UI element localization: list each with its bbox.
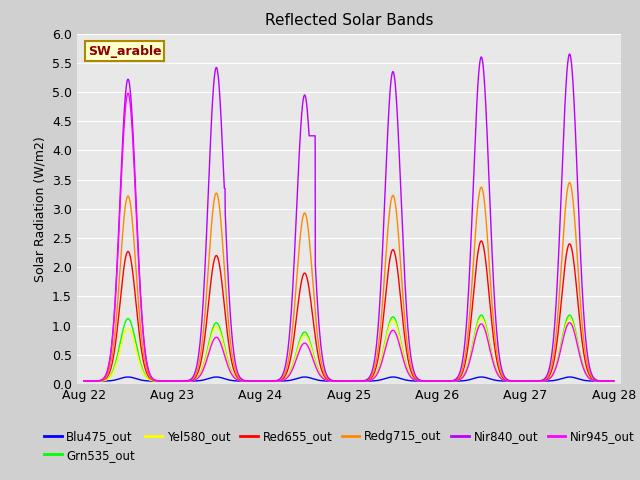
Nir840_out [306, 133, 314, 139]
Nir945_out [80, 378, 88, 384]
Redg715_out [140, 355, 148, 361]
Redg715_out [543, 375, 550, 381]
Grn535_out [172, 378, 180, 384]
Red655_out [477, 238, 485, 244]
Nir945_out [600, 378, 607, 384]
Blu475_out [124, 374, 132, 380]
Red655_out [543, 376, 550, 382]
Blu475_out [610, 378, 618, 384]
Red655_out [172, 378, 180, 384]
Yel580_out [306, 341, 314, 347]
Redg715_out [600, 378, 607, 384]
Yel580_out [284, 374, 291, 380]
Nir840_out [172, 378, 180, 384]
Line: Grn535_out: Grn535_out [84, 315, 614, 381]
Nir840_out [140, 341, 148, 347]
Grn535_out [610, 378, 618, 384]
Blu475_out [141, 378, 148, 384]
Line: Nir945_out: Nir945_out [84, 93, 614, 381]
Yel580_out [610, 378, 618, 384]
Nir840_out [600, 378, 607, 384]
Line: Yel580_out: Yel580_out [84, 318, 614, 381]
Grn535_out [140, 371, 148, 376]
Nir945_out [307, 348, 314, 354]
Red655_out [284, 369, 291, 374]
Blu475_out [543, 378, 550, 384]
Blu475_out [307, 375, 314, 381]
Redg715_out [172, 378, 180, 384]
Blu475_out [80, 378, 88, 384]
Y-axis label: Solar Radiation (W/m2): Solar Radiation (W/m2) [33, 136, 46, 282]
Yel580_out [477, 315, 485, 321]
Grn535_out [284, 374, 291, 380]
Line: Blu475_out: Blu475_out [84, 377, 614, 381]
Redg715_out [80, 378, 88, 384]
Red655_out [140, 362, 148, 368]
Yel580_out [600, 378, 607, 384]
Redg715_out [306, 244, 314, 250]
Blu475_out [284, 378, 291, 384]
Title: Reflected Solar Bands: Reflected Solar Bands [264, 13, 433, 28]
Redg715_out [566, 180, 573, 185]
Nir840_out [80, 378, 88, 384]
Nir840_out [284, 353, 291, 359]
Line: Nir840_out: Nir840_out [84, 54, 614, 381]
Nir840_out [610, 378, 618, 384]
Redg715_out [610, 378, 618, 384]
Legend: Blu475_out, Grn535_out, Yel580_out, Red655_out, Redg715_out, Nir840_out, Nir945_: Blu475_out, Grn535_out, Yel580_out, Red6… [39, 425, 639, 466]
Nir945_out [141, 344, 148, 350]
Red655_out [306, 292, 314, 298]
Grn535_out [80, 378, 88, 384]
Nir945_out [284, 375, 291, 381]
Text: SW_arable: SW_arable [88, 45, 161, 58]
Yel580_out [80, 378, 88, 384]
Grn535_out [543, 377, 550, 383]
Red655_out [80, 378, 88, 384]
Nir945_out [610, 378, 618, 384]
Redg715_out [284, 364, 291, 370]
Line: Redg715_out: Redg715_out [84, 182, 614, 381]
Grn535_out [566, 312, 573, 318]
Nir840_out [543, 374, 550, 380]
Yel580_out [172, 378, 180, 384]
Yel580_out [543, 377, 550, 383]
Red655_out [600, 378, 607, 384]
Nir945_out [172, 378, 180, 384]
Grn535_out [306, 339, 314, 345]
Yel580_out [140, 372, 148, 377]
Nir840_out [566, 51, 573, 57]
Nir945_out [543, 377, 550, 383]
Blu475_out [172, 378, 180, 384]
Grn535_out [600, 378, 607, 384]
Line: Red655_out: Red655_out [84, 241, 614, 381]
Blu475_out [600, 378, 607, 384]
Nir945_out [124, 90, 132, 96]
Red655_out [610, 378, 618, 384]
